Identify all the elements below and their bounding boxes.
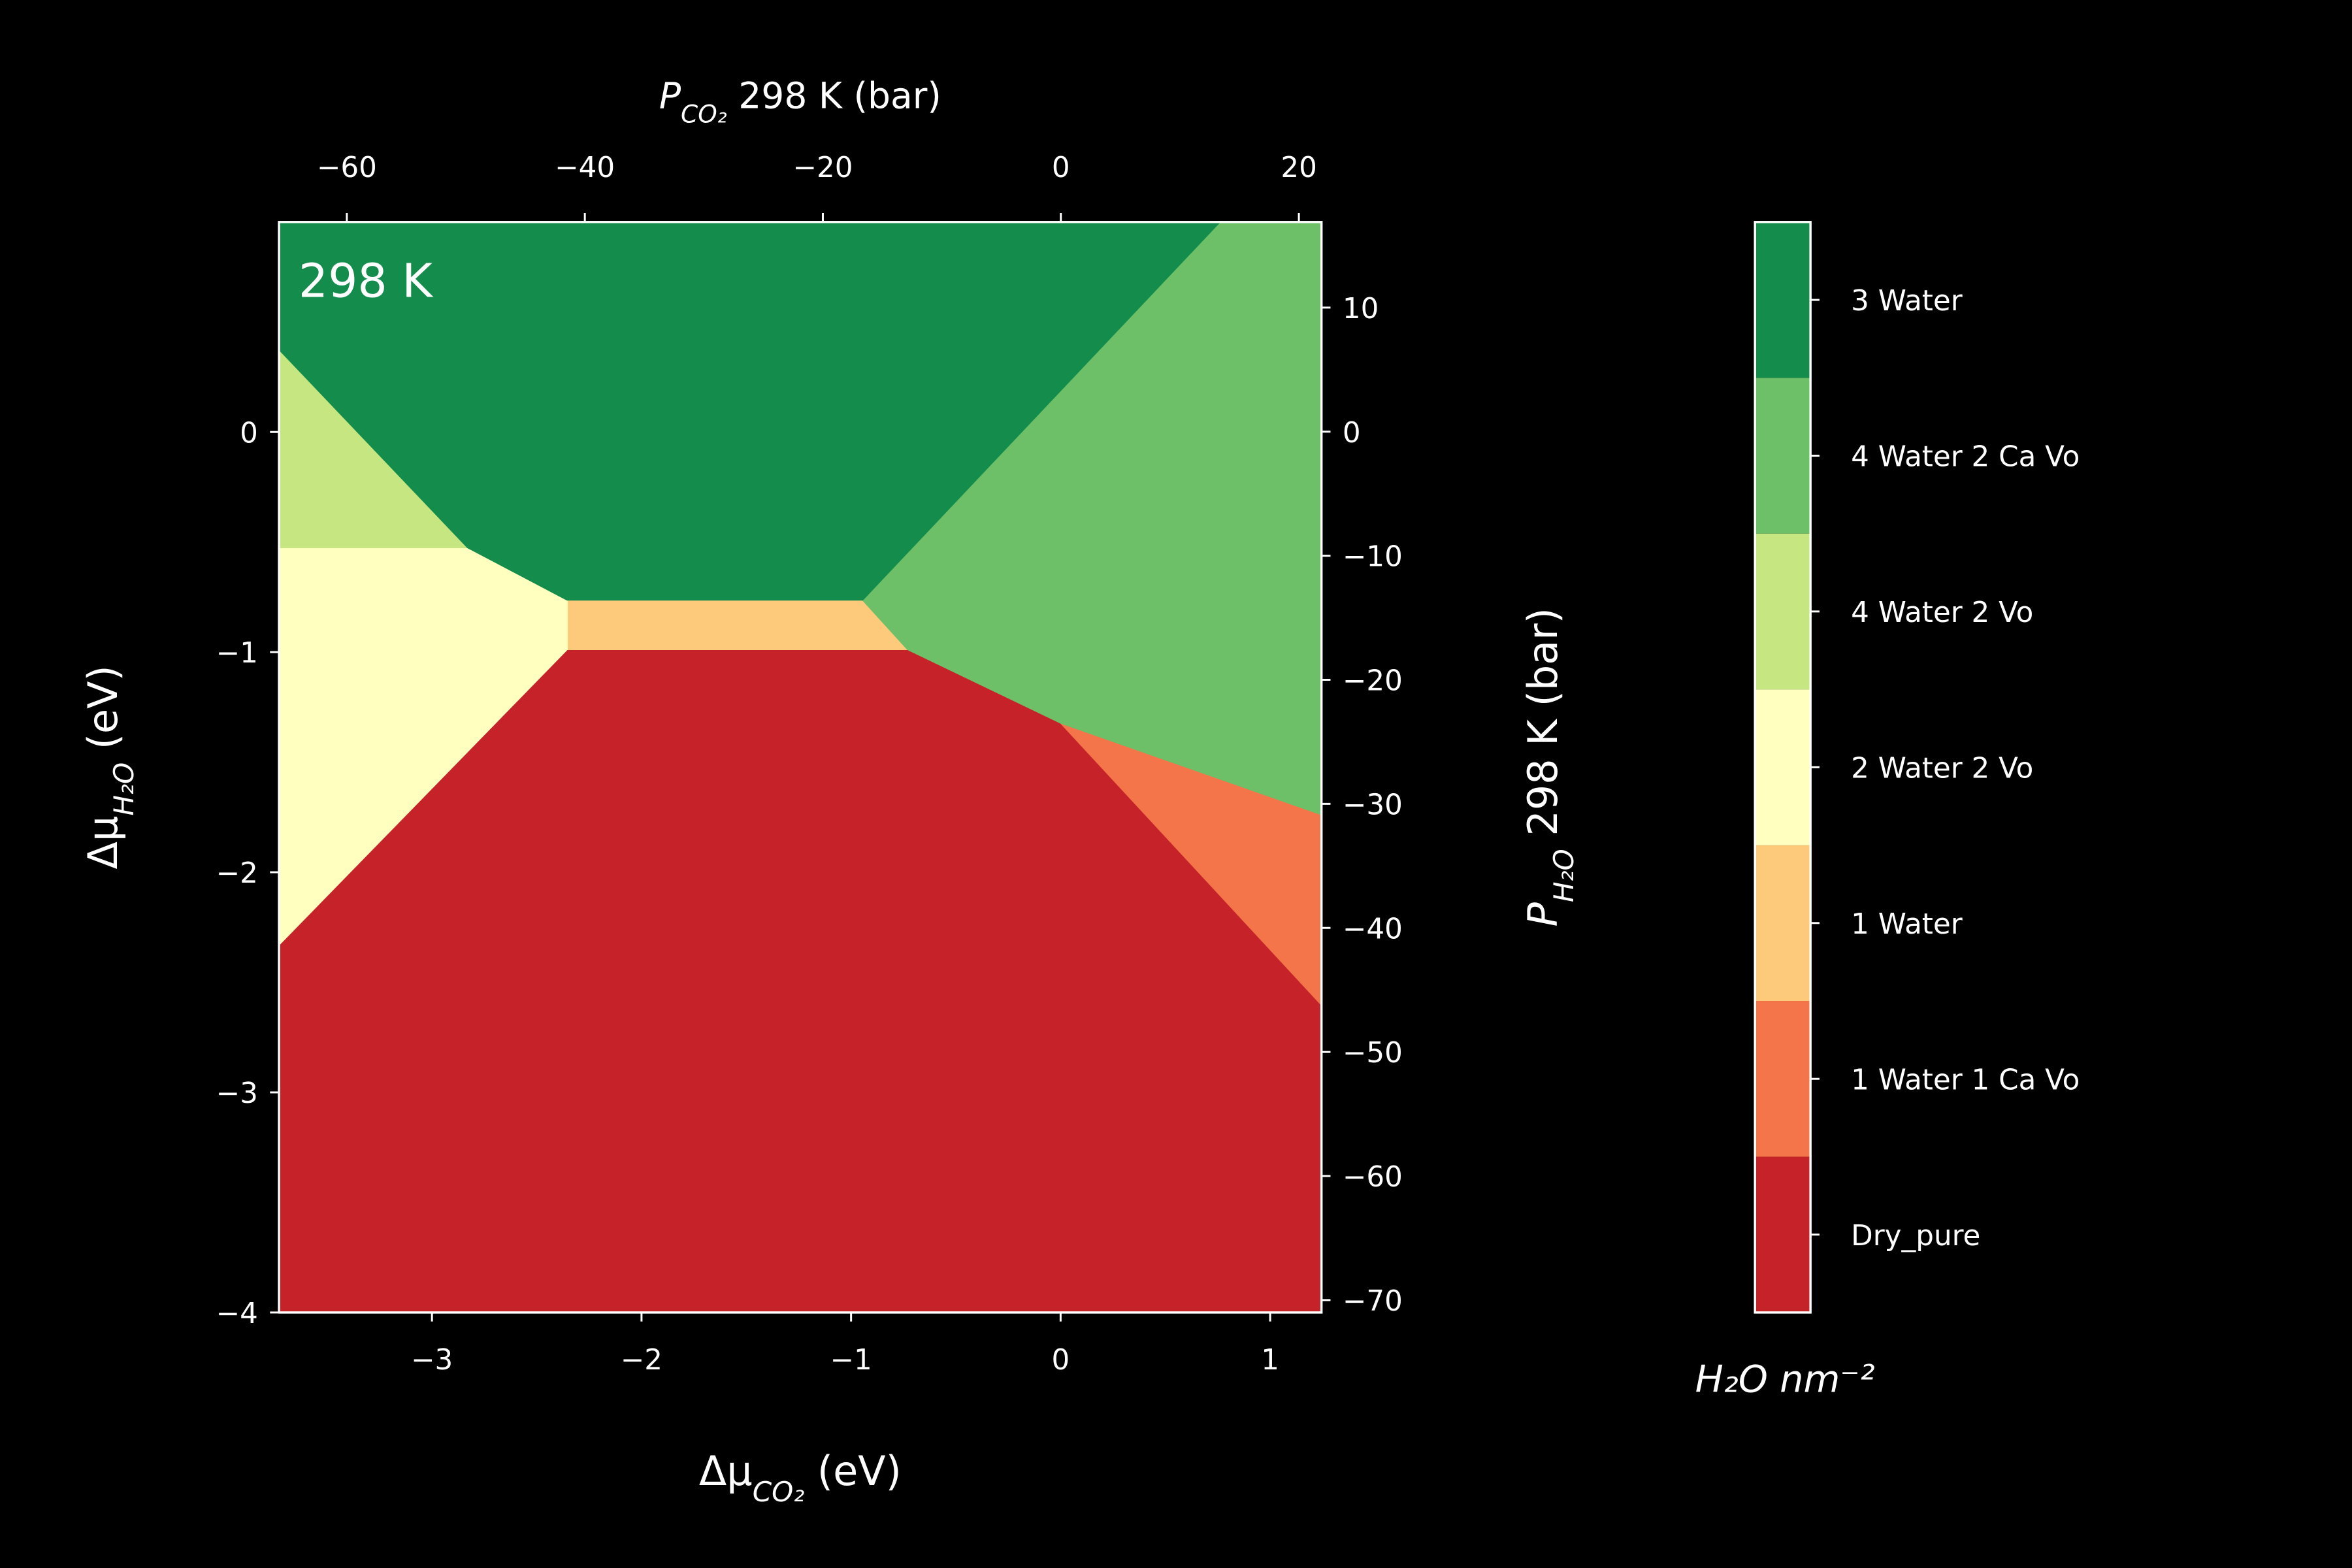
y2-axis-label-part: 298 K (bar) [1519, 608, 1567, 849]
x2-axis-label: PCO₂ 298 K (bar) [659, 74, 941, 128]
y-axis-label-part: (eV) [79, 665, 127, 762]
y2-tick-label: −70 [1343, 1285, 1403, 1318]
colorbar-label: 2 Water 2 Vo [1851, 752, 2033, 785]
plot-frame [278, 221, 1323, 1314]
colorbar-segment [1755, 1001, 1811, 1157]
y2-tick-label: −60 [1343, 1161, 1403, 1194]
x-axis-label-part: Δμ [699, 1447, 753, 1495]
y-axis-label: ΔμH₂O (eV) [79, 665, 140, 869]
phase-region [566, 599, 909, 651]
colorbar-label: 4 Water 2 Vo [1851, 596, 2033, 629]
x-axis-label: ΔμCO₂ (eV) [699, 1447, 902, 1508]
plot-root: 298 K−3 −2 −1 0 1−4−3−2−10−60 −40 −20 0 20100−10… [79, 74, 2080, 1507]
colorbar-segment [1755, 533, 1811, 690]
colorbar-frame [1754, 221, 1812, 1314]
x-tick-label: 1 [1261, 1344, 1279, 1377]
colorbar-segment [1755, 1156, 1811, 1313]
y2-tick-label: −50 [1343, 1037, 1403, 1070]
colorbar-title: H₂O nm⁻² [1695, 1358, 1875, 1401]
x-tick-label: −2 [621, 1344, 662, 1377]
colorbar-label: 3 Water [1851, 285, 1963, 318]
y2-tick-label: 0 [1343, 417, 1361, 449]
colorbar-segment [1755, 689, 1811, 845]
y-tick-label: −2 [216, 857, 258, 890]
annotation: 298 K [299, 254, 434, 308]
x-tick-label: −3 [411, 1344, 453, 1377]
x2-tick-label: −60 [317, 152, 377, 184]
x2-axis-label-part: P [659, 74, 681, 116]
x-tick-label: −1 [830, 1344, 872, 1377]
x2-tick-label: 0 [1052, 152, 1070, 184]
x2-axis-label-part: CO₂ [681, 99, 727, 128]
x-axis-label-part: CO₂ [753, 1475, 805, 1507]
colorbar-segment [1755, 845, 1811, 1002]
y-tick-label: −1 [216, 637, 258, 670]
x-tick-label: 0 [1051, 1344, 1070, 1377]
y2-tick-label: −10 [1343, 541, 1403, 574]
colorbar-label: 4 Water 2 Ca Vo [1851, 441, 2080, 474]
y2-tick-label: −30 [1343, 789, 1403, 821]
x2-tick-label: 20 [1281, 152, 1316, 184]
y2-tick-label: 10 [1343, 293, 1379, 325]
y-axis-label-part: Δμ [79, 816, 127, 870]
x2-tick-label: −20 [792, 152, 853, 184]
colorbar-label: 1 Water 1 Ca Vo [1851, 1064, 2080, 1096]
colorbar-segment [1755, 378, 1811, 534]
y2-axis-label-part: H₂O [1548, 849, 1580, 902]
x-axis-label-part: (eV) [804, 1447, 902, 1495]
y-axis-label-part: H₂O [108, 762, 140, 816]
y2-axis-label: PH₂O 298 K (bar) [1519, 608, 1580, 926]
colorbar-segment [1755, 221, 1811, 378]
y-tick-label: 0 [240, 417, 258, 449]
colorbar-label: Dry_pure [1851, 1220, 1980, 1252]
colorbar-label: 1 Water [1851, 908, 1963, 941]
x2-axis-label-part: 298 K (bar) [727, 74, 941, 116]
y-tick-label: −3 [216, 1077, 258, 1110]
y2-tick-label: −20 [1343, 665, 1403, 698]
y-tick-label: −4 [216, 1298, 258, 1330]
x2-tick-label: −40 [555, 152, 615, 184]
y2-tick-label: −40 [1343, 913, 1403, 945]
y2-axis-label-part: P [1519, 902, 1567, 927]
